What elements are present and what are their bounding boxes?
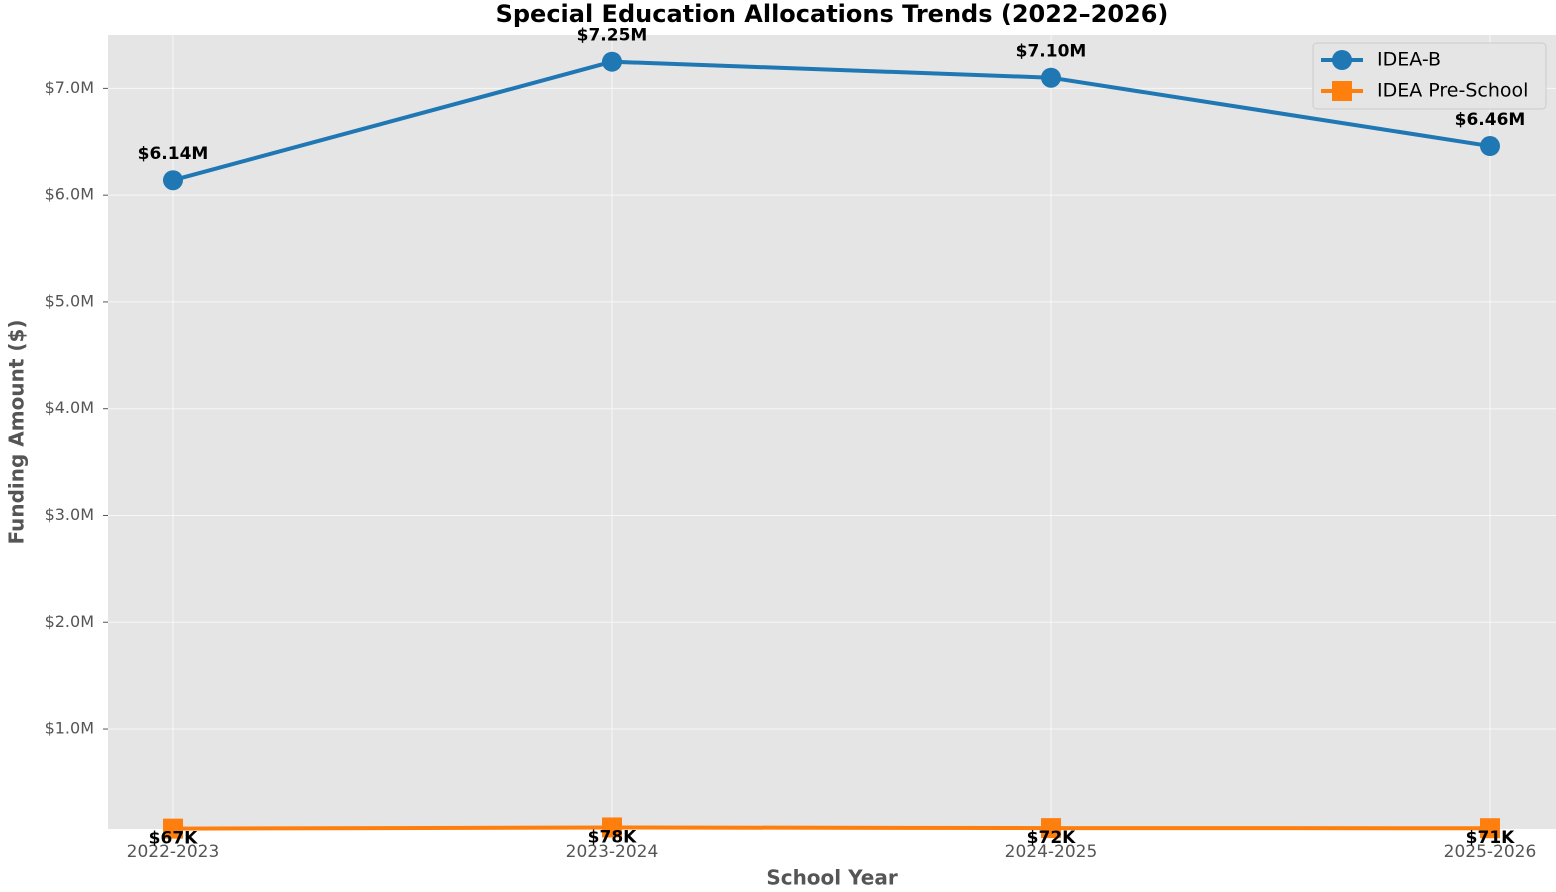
legend: IDEA-B IDEA Pre-School xyxy=(1312,42,1547,110)
legend-box xyxy=(1312,42,1547,110)
x-tick-label: 2024-2025 xyxy=(1005,842,1098,862)
series-line xyxy=(172,59,1491,183)
x-tick-label: 2023-2024 xyxy=(566,842,659,862)
y-tick-label: $5.0M xyxy=(45,291,94,310)
legend-label: IDEA-B xyxy=(1377,49,1441,71)
y-tick-label: $7.0M xyxy=(45,78,94,97)
y-tick-label: $4.0M xyxy=(45,398,94,417)
x-axis-label: School Year xyxy=(766,866,898,890)
y-tick-label: $3.0M xyxy=(45,505,94,524)
data-label: $6.14M xyxy=(138,144,209,164)
x-tick-label: 2025-2026 xyxy=(1444,842,1537,862)
data-label: $7.10M xyxy=(1016,42,1087,62)
data-point xyxy=(1041,818,1061,839)
data-label: $78K xyxy=(588,827,637,847)
legend-marker xyxy=(1332,50,1352,70)
legend-label: IDEA Pre-School xyxy=(1377,80,1528,102)
data-label: $6.46M xyxy=(1455,110,1526,130)
data-point xyxy=(1480,818,1500,839)
data-label: $71K xyxy=(1466,828,1515,848)
series-line xyxy=(172,825,1491,831)
x-tick-label: 2022-2023 xyxy=(127,842,220,862)
data-label: $67K xyxy=(149,829,198,849)
data-point xyxy=(1480,136,1500,157)
data-label: $72K xyxy=(1027,828,1076,848)
y-tick-label: $1.0M xyxy=(45,719,94,738)
chart-title: Special Education Allocations Trends (20… xyxy=(496,0,1169,28)
y-axis-label: Funding Amount ($) xyxy=(5,319,29,544)
data-point xyxy=(1041,67,1061,88)
data-point xyxy=(163,818,183,839)
data-point xyxy=(163,170,183,191)
data-point xyxy=(602,51,622,72)
y-tick-label: $6.0M xyxy=(45,185,94,204)
data-point xyxy=(602,817,622,838)
legend-marker xyxy=(1332,81,1352,101)
plot-area xyxy=(108,35,1556,829)
y-tick-label: $2.0M xyxy=(45,612,94,631)
data-label: $7.25M xyxy=(577,26,648,46)
